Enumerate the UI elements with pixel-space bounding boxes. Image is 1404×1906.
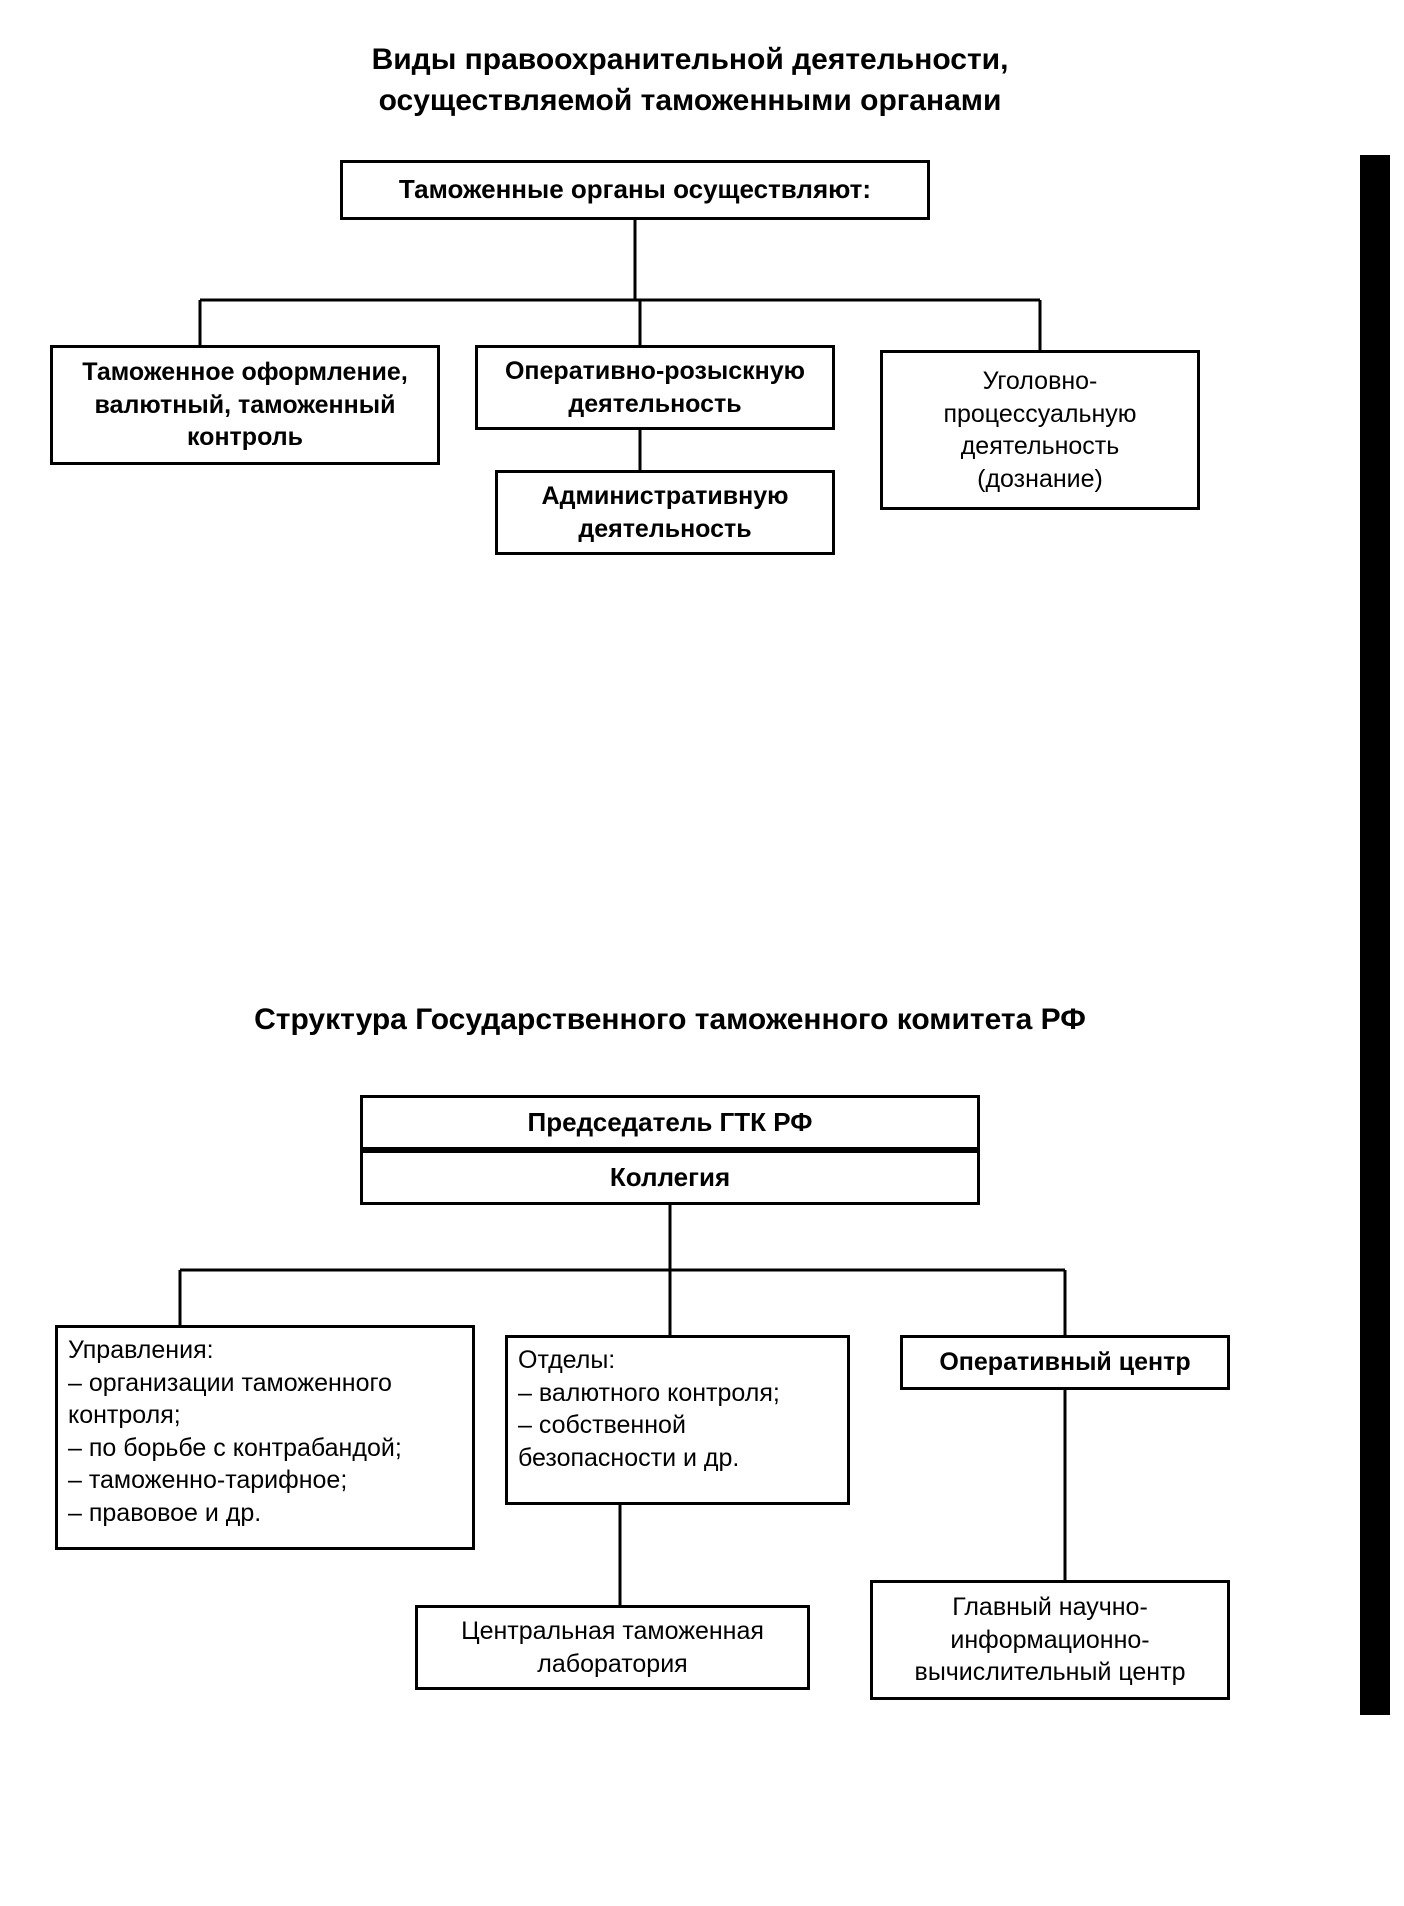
d2-collegium-box: Коллегия [360, 1150, 980, 1205]
d1-child-4-label: Уголовно- процессуальную деятельность (д… [943, 365, 1136, 495]
diagram2-title: Структура Государственного таможенного к… [120, 1000, 1220, 1041]
d2-chairman-box: Председатель ГТК РФ [360, 1095, 980, 1150]
d2-child-3: Оперативный центр [900, 1335, 1230, 1390]
d2-child-4-label: Центральная таможенная лаборатория [461, 1615, 764, 1680]
diagram1-title: Виды правоохранительной деятельности, ос… [270, 40, 1110, 121]
d2-chairman-label: Председатель ГТК РФ [528, 1106, 813, 1140]
scan-right-edge [1360, 155, 1390, 1715]
d1-root-box: Таможенные органы осуществляют: [340, 160, 930, 220]
d2-child-5: Главный научно- информационно- вычислите… [870, 1580, 1230, 1700]
d1-child-3-label: Административную деятельность [542, 480, 789, 545]
d1-root-label: Таможенные органы осуществляют: [399, 173, 871, 207]
d1-child-2-label: Оперативно-розыскную деятельность [505, 355, 805, 420]
d2-child-2-label: Отделы: – валютного контроля; – собствен… [518, 1344, 780, 1474]
d1-child-2: Оперативно-розыскную деятельность [475, 345, 835, 430]
d2-child-2: Отделы: – валютного контроля; – собствен… [505, 1335, 850, 1505]
d1-child-1-label: Таможенное оформление, валютный, таможен… [82, 356, 408, 454]
d1-child-3: Административную деятельность [495, 470, 835, 555]
page: Виды правоохранительной деятельности, ос… [0, 0, 1404, 1906]
d2-collegium-label: Коллегия [610, 1161, 730, 1195]
d2-child-4: Центральная таможенная лаборатория [415, 1605, 810, 1690]
d2-child-1-label: Управления: – организации таможенного ко… [68, 1334, 402, 1529]
d1-child-1: Таможенное оформление, валютный, таможен… [50, 345, 440, 465]
d2-child-3-label: Оперативный центр [939, 1346, 1190, 1379]
d1-child-4: Уголовно- процессуальную деятельность (д… [880, 350, 1200, 510]
d2-child-1: Управления: – организации таможенного ко… [55, 1325, 475, 1550]
d2-child-5-label: Главный научно- информационно- вычислите… [915, 1591, 1186, 1689]
